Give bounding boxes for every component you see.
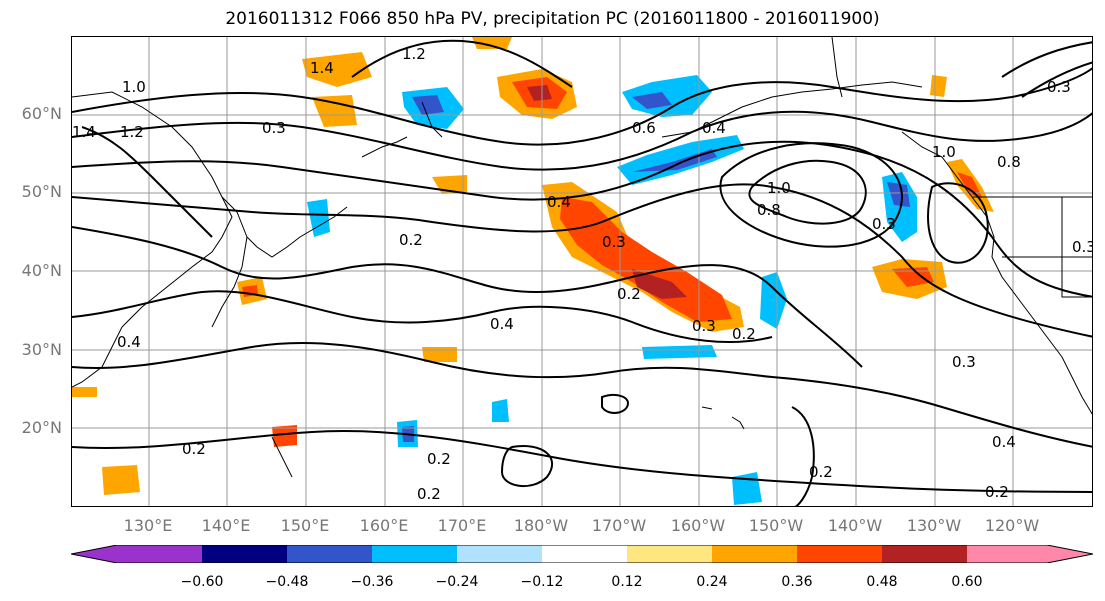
contour-label: 0.2: [399, 231, 423, 249]
contour-label: 1.2: [402, 45, 426, 63]
colorbar-segment: [287, 545, 372, 563]
contour-label: 0.4: [547, 193, 571, 211]
map-title: 2016011312 F066 850 hPa PV, precipitatio…: [225, 9, 880, 29]
lon-label: 160°E: [359, 516, 409, 535]
colorbar-tick-label: 0.24: [696, 574, 728, 590]
colorbar-segment: [372, 545, 457, 563]
contour-labels: 1.2 1.4 1.0 1.4 1.2 0.3 0.6 0.4 1.0 0.8 …: [72, 45, 1093, 503]
contour-label: 0.8: [997, 153, 1021, 171]
contour-label: 0.3: [602, 233, 626, 251]
colorbar-segment: [71, 545, 202, 563]
colorbar-tick-label: 0.48: [866, 574, 898, 590]
contour-label: 0.6: [632, 119, 656, 137]
contour-label: 1.0: [932, 143, 956, 161]
colorbar-tick-label: −0.36: [350, 574, 394, 590]
contour-label: 0.3: [872, 215, 896, 233]
contour-label: 0.3: [1047, 78, 1071, 96]
colorbar-segment: [967, 545, 1093, 563]
coastlines: [72, 37, 1092, 478]
contour-label: 1.2: [120, 123, 144, 141]
map-panel: 1.2 1.4 1.0 1.4 1.2 0.3 0.6 0.4 1.0 0.8 …: [71, 36, 1093, 507]
lat-label: 20°N: [21, 418, 62, 437]
colorbar-tick-label: −0.60: [180, 574, 224, 590]
colorbar-segment: [457, 545, 542, 563]
lon-label: 140°E: [201, 516, 251, 535]
colorbar-tick-label: 0.36: [781, 574, 813, 590]
lon-label: 180°W: [513, 516, 569, 535]
contour-label: 1.4: [310, 59, 334, 77]
contour-label: 0.4: [117, 333, 141, 351]
contour-label: 0.2: [417, 485, 441, 503]
contour-label: 0.8: [757, 201, 781, 219]
contour-label: 0.4: [992, 433, 1016, 451]
contour-label: 0.4: [490, 315, 514, 333]
contour-label: 0.2: [182, 440, 206, 458]
map-canvas: 1.2 1.4 1.0 1.4 1.2 0.3 0.6 0.4 1.0 0.8 …: [72, 37, 1093, 506]
colorbar-segment: [882, 545, 967, 563]
colorbar-segment: [202, 545, 287, 563]
colorbar-segment: [797, 545, 882, 563]
lon-label: 130°E: [123, 516, 173, 535]
precip-shading: [72, 37, 994, 505]
contour-label: 1.0: [122, 78, 146, 96]
contour-label: 0.2: [617, 285, 641, 303]
colorbar-tick-label: −0.48: [265, 574, 309, 590]
lon-label: 150°W: [748, 516, 804, 535]
lat-label: 40°N: [21, 261, 62, 280]
lon-label: 150°E: [280, 516, 330, 535]
graticule: [72, 37, 1092, 506]
lon-label: 170°W: [591, 516, 647, 535]
lat-label: 30°N: [21, 340, 62, 359]
contour-label: 0.3: [952, 353, 976, 371]
lon-label: 130°W: [906, 516, 962, 535]
contour-label: 1.0: [767, 179, 791, 197]
contour-label: 0.2: [427, 450, 451, 468]
contour-label: 0.3: [262, 119, 286, 137]
contour-label: 0.2: [985, 483, 1009, 501]
colorbar-segment: [627, 545, 712, 563]
colorbar-segment: [712, 545, 797, 563]
contour-label: 1.4: [72, 123, 96, 141]
colorbar: [71, 545, 1093, 563]
colorbar-tick-label: −0.12: [520, 574, 564, 590]
contour-label: 0.2: [809, 463, 833, 481]
colorbar-tick-label: 0.12: [611, 574, 643, 590]
colorbar-tick-label: −0.24: [435, 574, 479, 590]
lon-label: 170°E: [437, 516, 487, 535]
lat-label: 50°N: [21, 182, 62, 201]
lat-label: 60°N: [21, 104, 62, 123]
contour-label: 0.2: [732, 325, 756, 343]
colorbar-tick-label: 0.60: [951, 574, 983, 590]
colorbar-segment: [542, 545, 627, 563]
lon-label: 140°W: [827, 516, 883, 535]
lon-label: 120°W: [984, 516, 1040, 535]
lon-label: 160°W: [670, 516, 726, 535]
contour-label: 0.4: [702, 119, 726, 137]
pv-contours: [72, 39, 1092, 506]
contour-label: 0.3: [692, 317, 716, 335]
contour-label: 0.3: [1072, 238, 1093, 256]
